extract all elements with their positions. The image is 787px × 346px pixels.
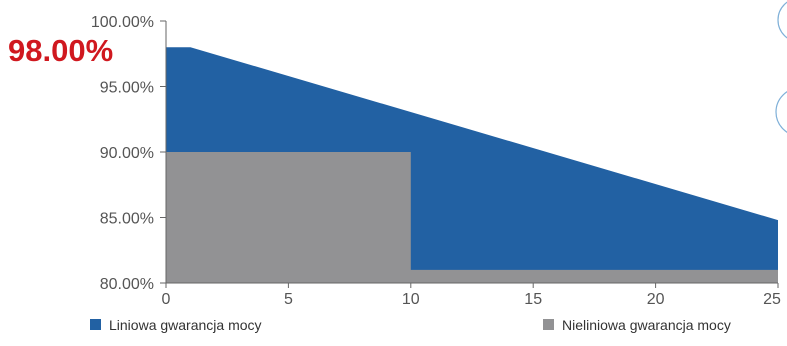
x-tick-label: 5 <box>284 291 293 308</box>
legend-label: Nieliniowa gwarancja mocy <box>562 317 731 333</box>
legend-item-1: Liniowa gwarancja mocy <box>90 317 262 333</box>
y-tick-label: 85.00% <box>100 211 154 228</box>
y-tick-label: 90.00% <box>100 145 154 162</box>
series-area-2 <box>166 152 778 283</box>
callout-value: 98.00% <box>8 33 113 68</box>
cropped-badge-icons <box>775 1 787 133</box>
tick-labels: 80.00% 85.00% 90.00% 95.00% 100.00% 0 5 10 15 20 2… <box>91 14 781 308</box>
legend-item-2: Nieliniowa gwarancja mocy <box>543 317 731 333</box>
legend-label: Liniowa gwarancja mocy <box>109 317 262 333</box>
x-tick-label: 25 <box>763 291 781 308</box>
x-tick-label: 15 <box>524 291 542 308</box>
x-tick-label: 20 <box>647 291 665 308</box>
x-tick-label: 0 <box>162 291 171 308</box>
y-tick-label: 95.00% <box>100 80 154 97</box>
y-tick-label: 80.00% <box>100 276 154 293</box>
x-tick-label: 10 <box>402 291 420 308</box>
axes-layer <box>160 20 779 288</box>
legend: Liniowa gwarancja mocy Nieliniowa gwaranc… <box>90 317 731 333</box>
legend-swatch <box>543 319 554 330</box>
y-tick-label: 100.00% <box>91 14 154 31</box>
area-layer <box>166 47 778 284</box>
legend-swatch <box>90 319 101 330</box>
